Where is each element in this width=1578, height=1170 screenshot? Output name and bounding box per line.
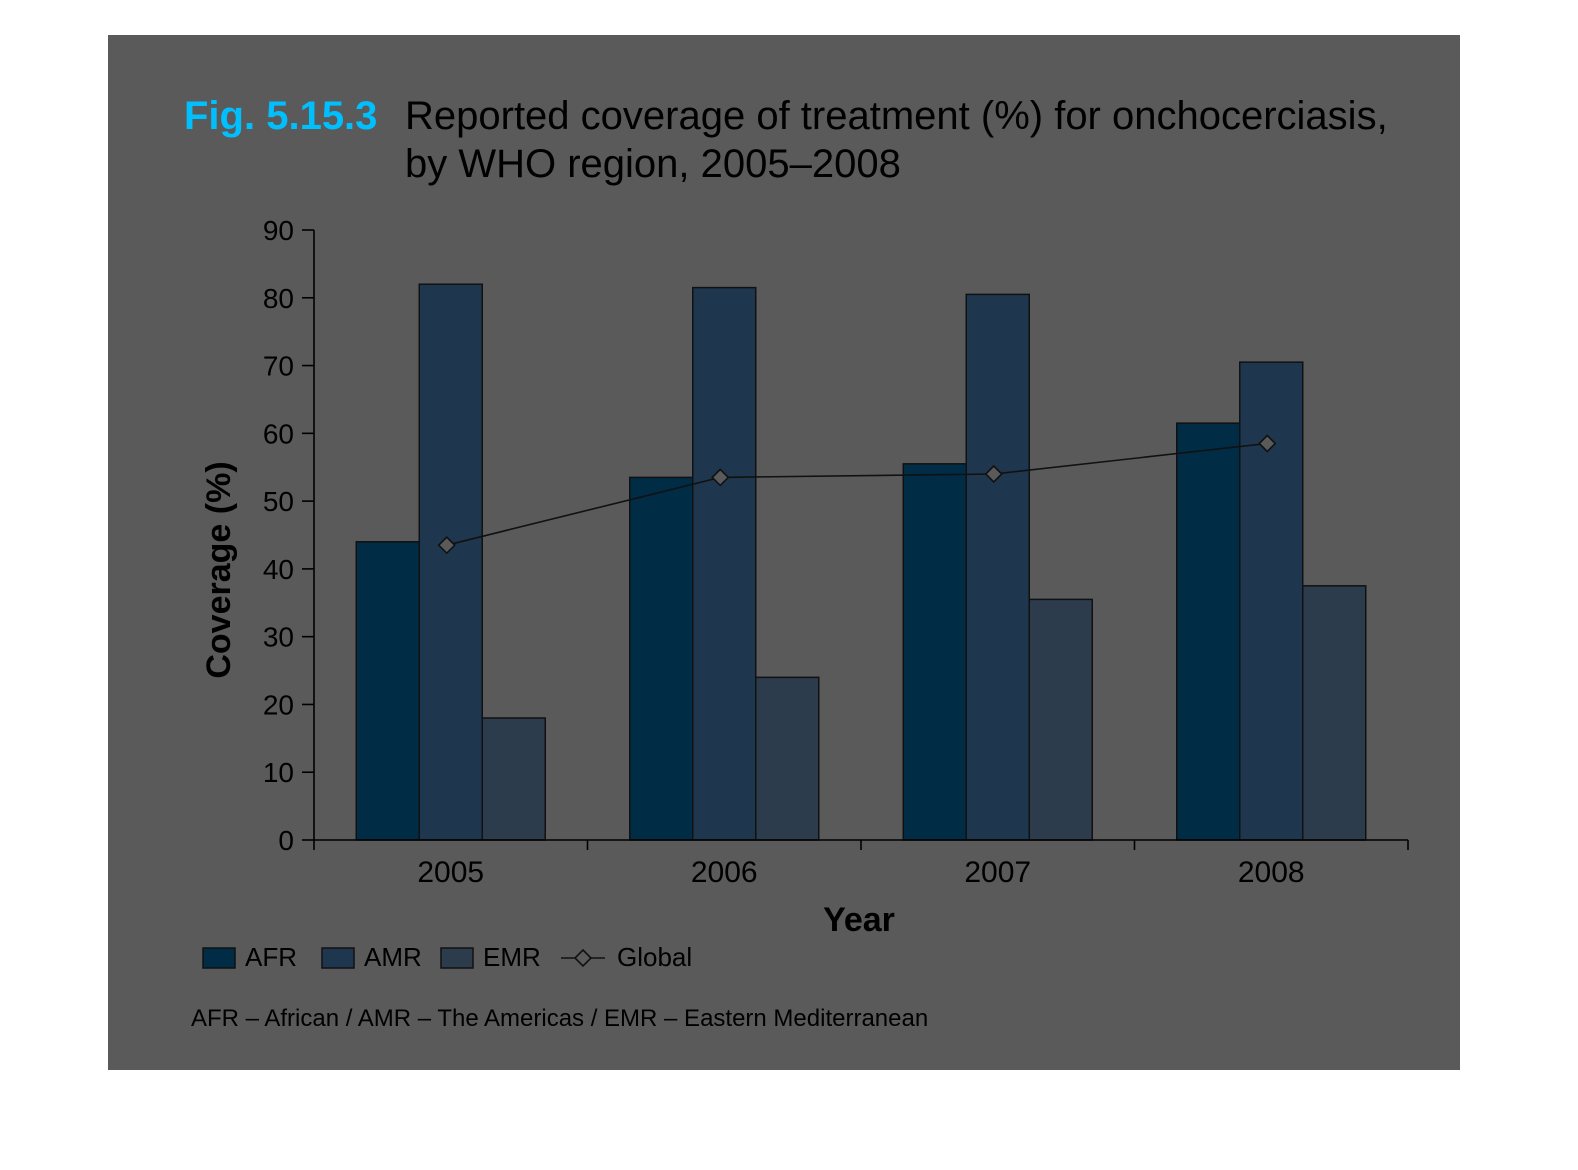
- legend-label-amr: AMR: [364, 942, 422, 972]
- y-tick-label-90: 90: [263, 215, 294, 246]
- marker-global-2008: [1258, 434, 1277, 453]
- marker-global-2005: [437, 536, 456, 555]
- figure-panel: Fig. 5.15.3 Reported coverage of treatme…: [108, 35, 1460, 1070]
- y-tick-label-60: 60: [263, 418, 294, 449]
- bar-emr-2005: [481, 717, 546, 841]
- x-tick-label-2005: 2005: [417, 856, 484, 889]
- legend-swatch-amr: [321, 947, 355, 969]
- y-tick-label-30: 30: [263, 622, 294, 653]
- chart-title-line1: Reported coverage of treatment (%) for o…: [405, 94, 1388, 138]
- bar-emr-2006: [755, 676, 820, 841]
- chart-title-line2: by WHO region, 2005–2008: [405, 142, 901, 186]
- legend-label-emr: EMR: [483, 942, 541, 972]
- bar-emr-2008: [1302, 585, 1367, 841]
- y-tick-label-40: 40: [263, 554, 294, 585]
- y-tick-label-10: 10: [263, 757, 294, 788]
- legend-label-global: Global: [617, 942, 692, 972]
- legend-label-afr: AFR: [245, 942, 297, 972]
- figure-label: Fig. 5.15.3: [184, 94, 377, 138]
- marker-global-2007: [984, 464, 1003, 484]
- bar-amr-2008: [1239, 361, 1304, 841]
- y-tick-label-50: 50: [263, 486, 294, 517]
- x-tick-label-2008: 2008: [1238, 856, 1305, 889]
- x-tick-label-2007: 2007: [964, 856, 1031, 889]
- y-tick-label-80: 80: [263, 283, 294, 314]
- y-tick-label-70: 70: [263, 351, 294, 382]
- series-line-global: [446, 442, 1268, 546]
- title-group: Fig. 5.15.3 Reported coverage of treatme…: [184, 94, 1388, 186]
- legend: AFR AMR EMR Global: [202, 942, 692, 972]
- chart: Fig. 5.15.3 Reported coverage of treatme…: [184, 94, 1409, 1032]
- axes: 0 10 20 30 40 50 60 70 80 90 2005 2006 2007 2008: [263, 215, 1409, 889]
- bar-emr-2007: [1028, 598, 1093, 841]
- plot-area: [355, 283, 1367, 841]
- bar-afr-2007: [902, 463, 967, 841]
- bar-afr-2008: [1176, 422, 1241, 841]
- legend-marker-global: [573, 948, 593, 968]
- bar-amr-2006: [692, 286, 757, 841]
- y-axis-label: Coverage (%): [200, 461, 238, 678]
- y-tick-label-0: 0: [278, 825, 294, 856]
- y-tick-label-20: 20: [263, 689, 294, 720]
- legend-swatch-afr: [202, 947, 236, 969]
- footnote: AFR – African / AMR – The Americas / EMR…: [191, 1005, 928, 1032]
- x-axis-label: Year: [823, 901, 895, 939]
- bar-afr-2005: [355, 541, 420, 841]
- bar-amr-2007: [965, 293, 1030, 841]
- bar-afr-2006: [629, 476, 694, 841]
- legend-swatch-emr: [440, 947, 474, 969]
- bar-amr-2005: [418, 283, 483, 841]
- marker-global-2006: [711, 468, 730, 487]
- x-tick-label-2006: 2006: [691, 856, 758, 889]
